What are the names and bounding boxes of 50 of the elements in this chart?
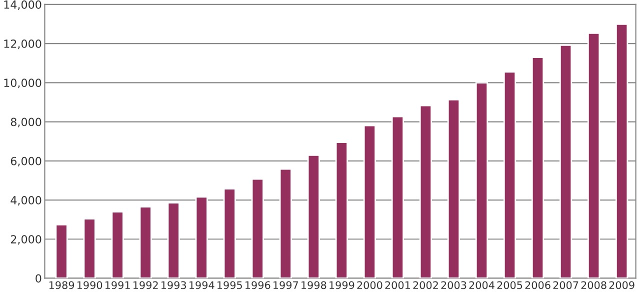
x-tick-label: 2007 [553, 281, 578, 290]
bar [419, 104, 432, 278]
x-tick-label: 2006 [525, 281, 550, 290]
bar [391, 116, 404, 278]
y-tick-label: 6,000 [10, 156, 42, 166]
x-tick-label: 1989 [49, 281, 74, 290]
y-tick-label: 4,000 [10, 196, 42, 206]
x-tick-label: 1999 [330, 281, 354, 290]
x-tick-label: 1992 [133, 281, 158, 290]
x-tick-label: 2003 [441, 281, 466, 290]
x-tick-label: 2009 [609, 281, 634, 290]
bar [531, 56, 544, 278]
bar [559, 44, 572, 278]
bar [475, 82, 488, 278]
bar [616, 24, 628, 278]
bar [195, 196, 208, 278]
x-tick-label: 1994 [189, 281, 214, 290]
bar [363, 124, 376, 278]
x-tick-label: 2008 [581, 281, 606, 290]
x-tick-label: 2001 [385, 281, 410, 290]
bar [279, 168, 292, 278]
x-tick-label: 2000 [357, 281, 382, 290]
bar [167, 202, 180, 278]
y-tick-label: 12,000 [4, 40, 42, 50]
y-tick-label: 10,000 [4, 78, 42, 88]
y-tick-label: 14,000 [4, 0, 42, 10]
y-tick-label: 8,000 [10, 118, 42, 128]
bar [223, 188, 236, 278]
bar [83, 218, 96, 278]
bar [307, 154, 320, 278]
bar [251, 178, 264, 278]
bar [503, 71, 516, 278]
bar [111, 211, 124, 278]
y-tick-label: 2,000 [10, 235, 42, 245]
bar [587, 32, 600, 278]
bar [55, 224, 68, 278]
x-tick-label: 1998 [302, 281, 326, 290]
x-tick-label: 2004 [469, 281, 494, 290]
x-tick-label: 1995 [218, 281, 242, 290]
bar [139, 206, 152, 278]
y-tick-label: 0 [36, 274, 42, 283]
x-tick-label: 1991 [105, 281, 130, 290]
x-tick-label: 1990 [77, 281, 102, 290]
x-tick-label: 2005 [497, 281, 522, 290]
x-tick-label: 1996 [246, 281, 270, 290]
bar [335, 142, 348, 278]
x-tick-label: 2002 [413, 281, 438, 290]
x-tick-label: 1993 [161, 281, 186, 290]
x-tick-label: 1997 [274, 281, 298, 290]
bar [447, 98, 460, 278]
